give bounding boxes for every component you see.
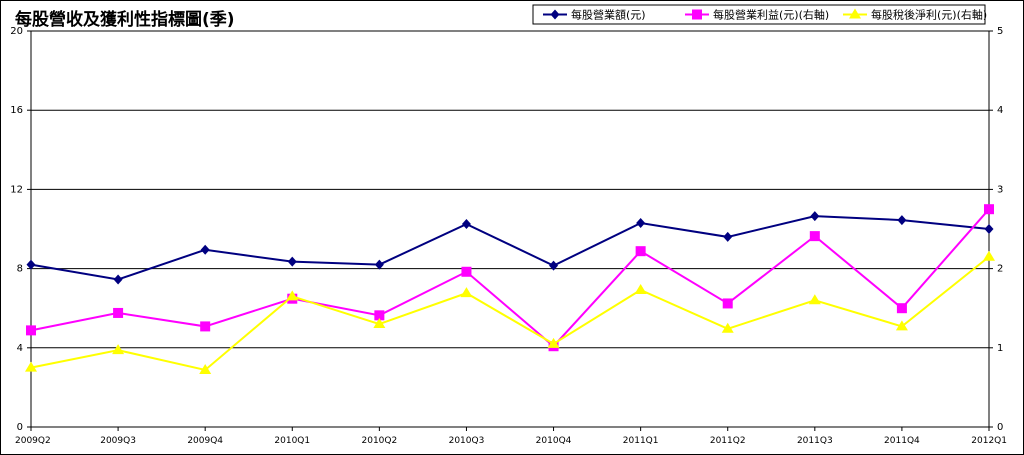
- x-tick-label: 2011Q2: [710, 436, 746, 446]
- legend-marker-3: [849, 8, 861, 19]
- data-point-series-1: [810, 211, 820, 222]
- data-point-series-2: [26, 325, 36, 336]
- series-line-2: [30, 208, 990, 348]
- data-point-series-3: [808, 294, 821, 305]
- data-point-series-2: [984, 204, 994, 215]
- data-point-series-1: [287, 256, 297, 267]
- left-tick-label: 20: [10, 26, 23, 37]
- data-point-series-2: [635, 246, 646, 257]
- x-tick-label: 2009Q3: [100, 436, 136, 446]
- chart-title: 每股營收及獲利性指標圖(季): [15, 10, 235, 30]
- data-point-series-2: [374, 310, 385, 321]
- left-tick-label: 4: [17, 343, 23, 354]
- data-point-series-1: [549, 260, 559, 271]
- data-point-series-1: [461, 219, 471, 230]
- x-tick-label: 2011Q1: [623, 436, 659, 446]
- data-point-series-2: [113, 307, 124, 318]
- data-point-series-3: [460, 287, 473, 298]
- legend-marker-2: [692, 9, 702, 20]
- series-line-3: [30, 255, 990, 372]
- data-point-series-2: [809, 231, 820, 242]
- legend-label-2: 每股營業利益(元)(右軸): [713, 8, 829, 22]
- left-tick-label: 8: [17, 264, 23, 275]
- data-point-series-2: [896, 303, 907, 314]
- right-tick-label: 1: [997, 343, 1003, 354]
- right-tick-label: 3: [997, 184, 1003, 195]
- x-tick-label: 2010Q2: [362, 436, 398, 446]
- data-point-series-2: [461, 266, 472, 277]
- right-tick-label: 4: [997, 105, 1003, 116]
- x-tick-label: 2011Q3: [797, 436, 833, 446]
- data-point-series-3: [112, 344, 125, 355]
- data-point-series-2: [722, 298, 733, 309]
- data-point-series-1: [636, 218, 646, 229]
- data-point-series-3: [547, 337, 560, 348]
- x-tick-label: 2012Q1: [971, 436, 1007, 446]
- x-tick-label: 2011Q4: [884, 436, 920, 446]
- x-tick-label: 2010Q4: [536, 436, 572, 446]
- right-tick-label: 5: [997, 26, 1003, 37]
- x-tick-label: 2010Q1: [274, 436, 310, 446]
- data-point-series-1: [26, 259, 36, 270]
- data-point-series-1: [374, 259, 384, 270]
- data-point-series-1: [984, 224, 994, 234]
- plot-area: [30, 30, 990, 428]
- data-point-series-3: [721, 322, 734, 333]
- data-point-series-1: [200, 244, 210, 255]
- x-tick-label: 2009Q2: [15, 436, 51, 446]
- legend-label-3: 每股稅後淨利(元)(右軸): [871, 8, 987, 22]
- right-tick-label: 0: [997, 422, 1003, 433]
- data-point-series-3: [373, 318, 386, 329]
- data-point-series-1: [113, 274, 123, 285]
- legend-box: [532, 4, 986, 25]
- data-point-series-3: [286, 290, 299, 301]
- right-tick-label: 2: [997, 264, 1003, 275]
- series-line-1: [30, 215, 990, 281]
- data-point-series-3: [634, 283, 647, 294]
- x-tick-label: 2009Q4: [187, 436, 223, 446]
- left-tick-label: 12: [10, 184, 23, 195]
- left-tick-label: 0: [17, 422, 23, 433]
- left-tick-label: 16: [10, 105, 23, 116]
- data-point-series-3: [895, 320, 908, 331]
- legend-label-1: 每股營業額(元): [571, 8, 646, 22]
- data-point-series-1: [897, 215, 907, 226]
- legend-marker-1: [550, 9, 560, 20]
- data-point-series-1: [723, 231, 733, 242]
- x-tick-label: 2010Q3: [449, 436, 485, 446]
- data-point-series-3: [983, 250, 995, 261]
- data-point-series-2: [200, 321, 211, 332]
- data-point-series-3: [199, 363, 212, 374]
- data-point-series-3: [25, 361, 37, 372]
